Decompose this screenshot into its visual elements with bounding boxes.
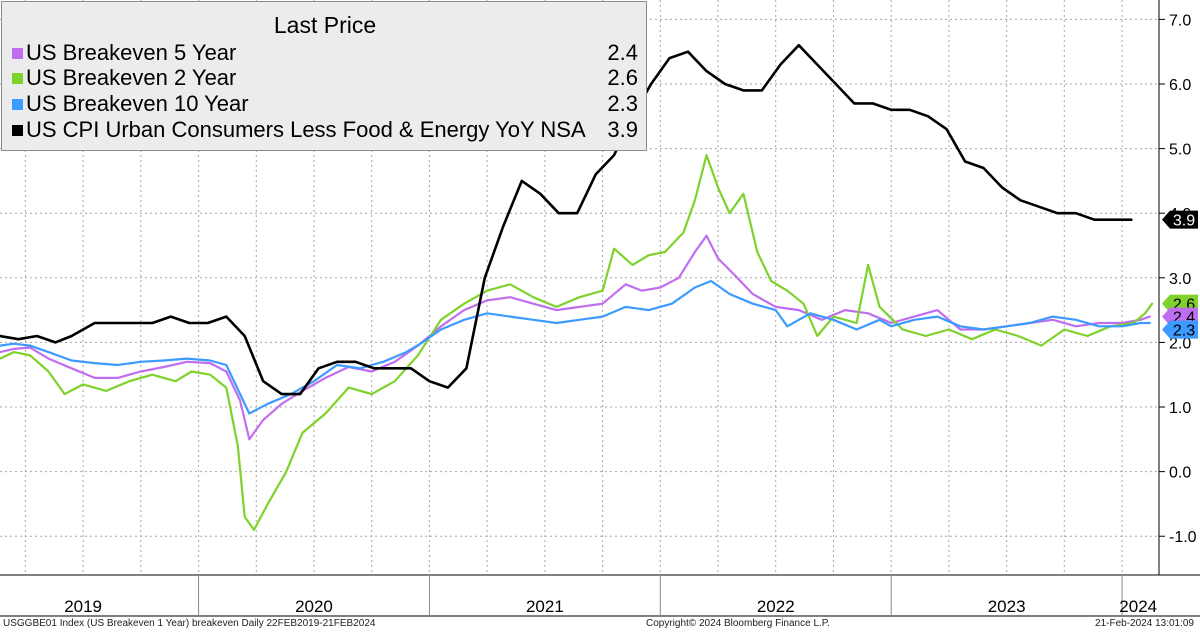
end-label: 2.3 xyxy=(1162,320,1198,340)
legend-item-cpi: US CPI Urban Consumers Less Food & Energ… xyxy=(10,117,638,143)
x-year-label: 2023 xyxy=(988,597,1026,616)
y-tick-label: 5.0 xyxy=(1169,142,1191,159)
legend-swatch-2y xyxy=(12,73,23,84)
y-tick-label: 3.0 xyxy=(1169,271,1191,288)
legend-value-cpi: 3.9 xyxy=(607,117,638,142)
x-year-label: 2020 xyxy=(295,597,333,616)
legend-value-10y: 2.3 xyxy=(607,91,638,116)
footer-timestamp: 21-Feb-2024 13:01:09 xyxy=(1095,618,1194,629)
series-line-us-cpi-urban-consumers-less-food-energy-yoy-nsa xyxy=(0,43,1133,396)
legend-label-5y: US Breakeven 5 Year xyxy=(26,40,237,65)
legend-value-2y: 2.6 xyxy=(607,65,638,90)
y-tick-label: 6.0 xyxy=(1169,77,1191,94)
legend-item-5y: US Breakeven 5 Year 2.4 xyxy=(10,40,638,66)
y-tick-label: 2.0 xyxy=(1169,335,1191,352)
legend-item-10y: US Breakeven 10 Year 2.3 xyxy=(10,91,638,117)
legend-label-10y: US Breakeven 10 Year xyxy=(26,91,249,116)
end-label: 3.9 xyxy=(1162,210,1198,230)
legend-swatch-10y xyxy=(12,99,23,110)
footer-copyright: Copyright© 2024 Bloomberg Finance L.P. xyxy=(646,618,830,629)
legend-swatch-5y xyxy=(12,48,23,59)
x-year-label: 2024 xyxy=(1119,597,1157,616)
legend-value-5y: 2.4 xyxy=(607,40,638,65)
legend-label-cpi: US CPI Urban Consumers Less Food & Energ… xyxy=(26,117,586,142)
footer-source: USGGBE01 Index (US Breakeven 1 Year) bre… xyxy=(3,618,376,629)
x-year-label: 2019 xyxy=(64,597,102,616)
end-label-tag xyxy=(1162,210,1198,229)
legend-item-2y: US Breakeven 2 Year 2.6 xyxy=(10,65,638,91)
legend: Last Price US Breakeven 5 Year 2.4 US Br… xyxy=(1,1,647,151)
y-tick-label: 0.0 xyxy=(1169,465,1191,482)
end-label-text: 3.9 xyxy=(1173,213,1195,230)
y-tick-label: -1.0 xyxy=(1169,529,1197,546)
end-label-tag xyxy=(1162,320,1198,339)
end-label-text: 2.3 xyxy=(1173,323,1195,340)
legend-label-2y: US Breakeven 2 Year xyxy=(26,65,237,90)
y-tick-label: 1.0 xyxy=(1169,400,1191,417)
series-line-us-breakeven-2-year xyxy=(0,154,1154,531)
legend-title: Last Price xyxy=(273,12,377,38)
series-line-us-breakeven-10-year xyxy=(0,279,1151,415)
x-year-label: 2022 xyxy=(757,597,795,616)
legend-swatch-cpi xyxy=(12,125,23,136)
x-year-label: 2021 xyxy=(526,597,564,616)
y-tick-label: 7.0 xyxy=(1169,12,1191,29)
